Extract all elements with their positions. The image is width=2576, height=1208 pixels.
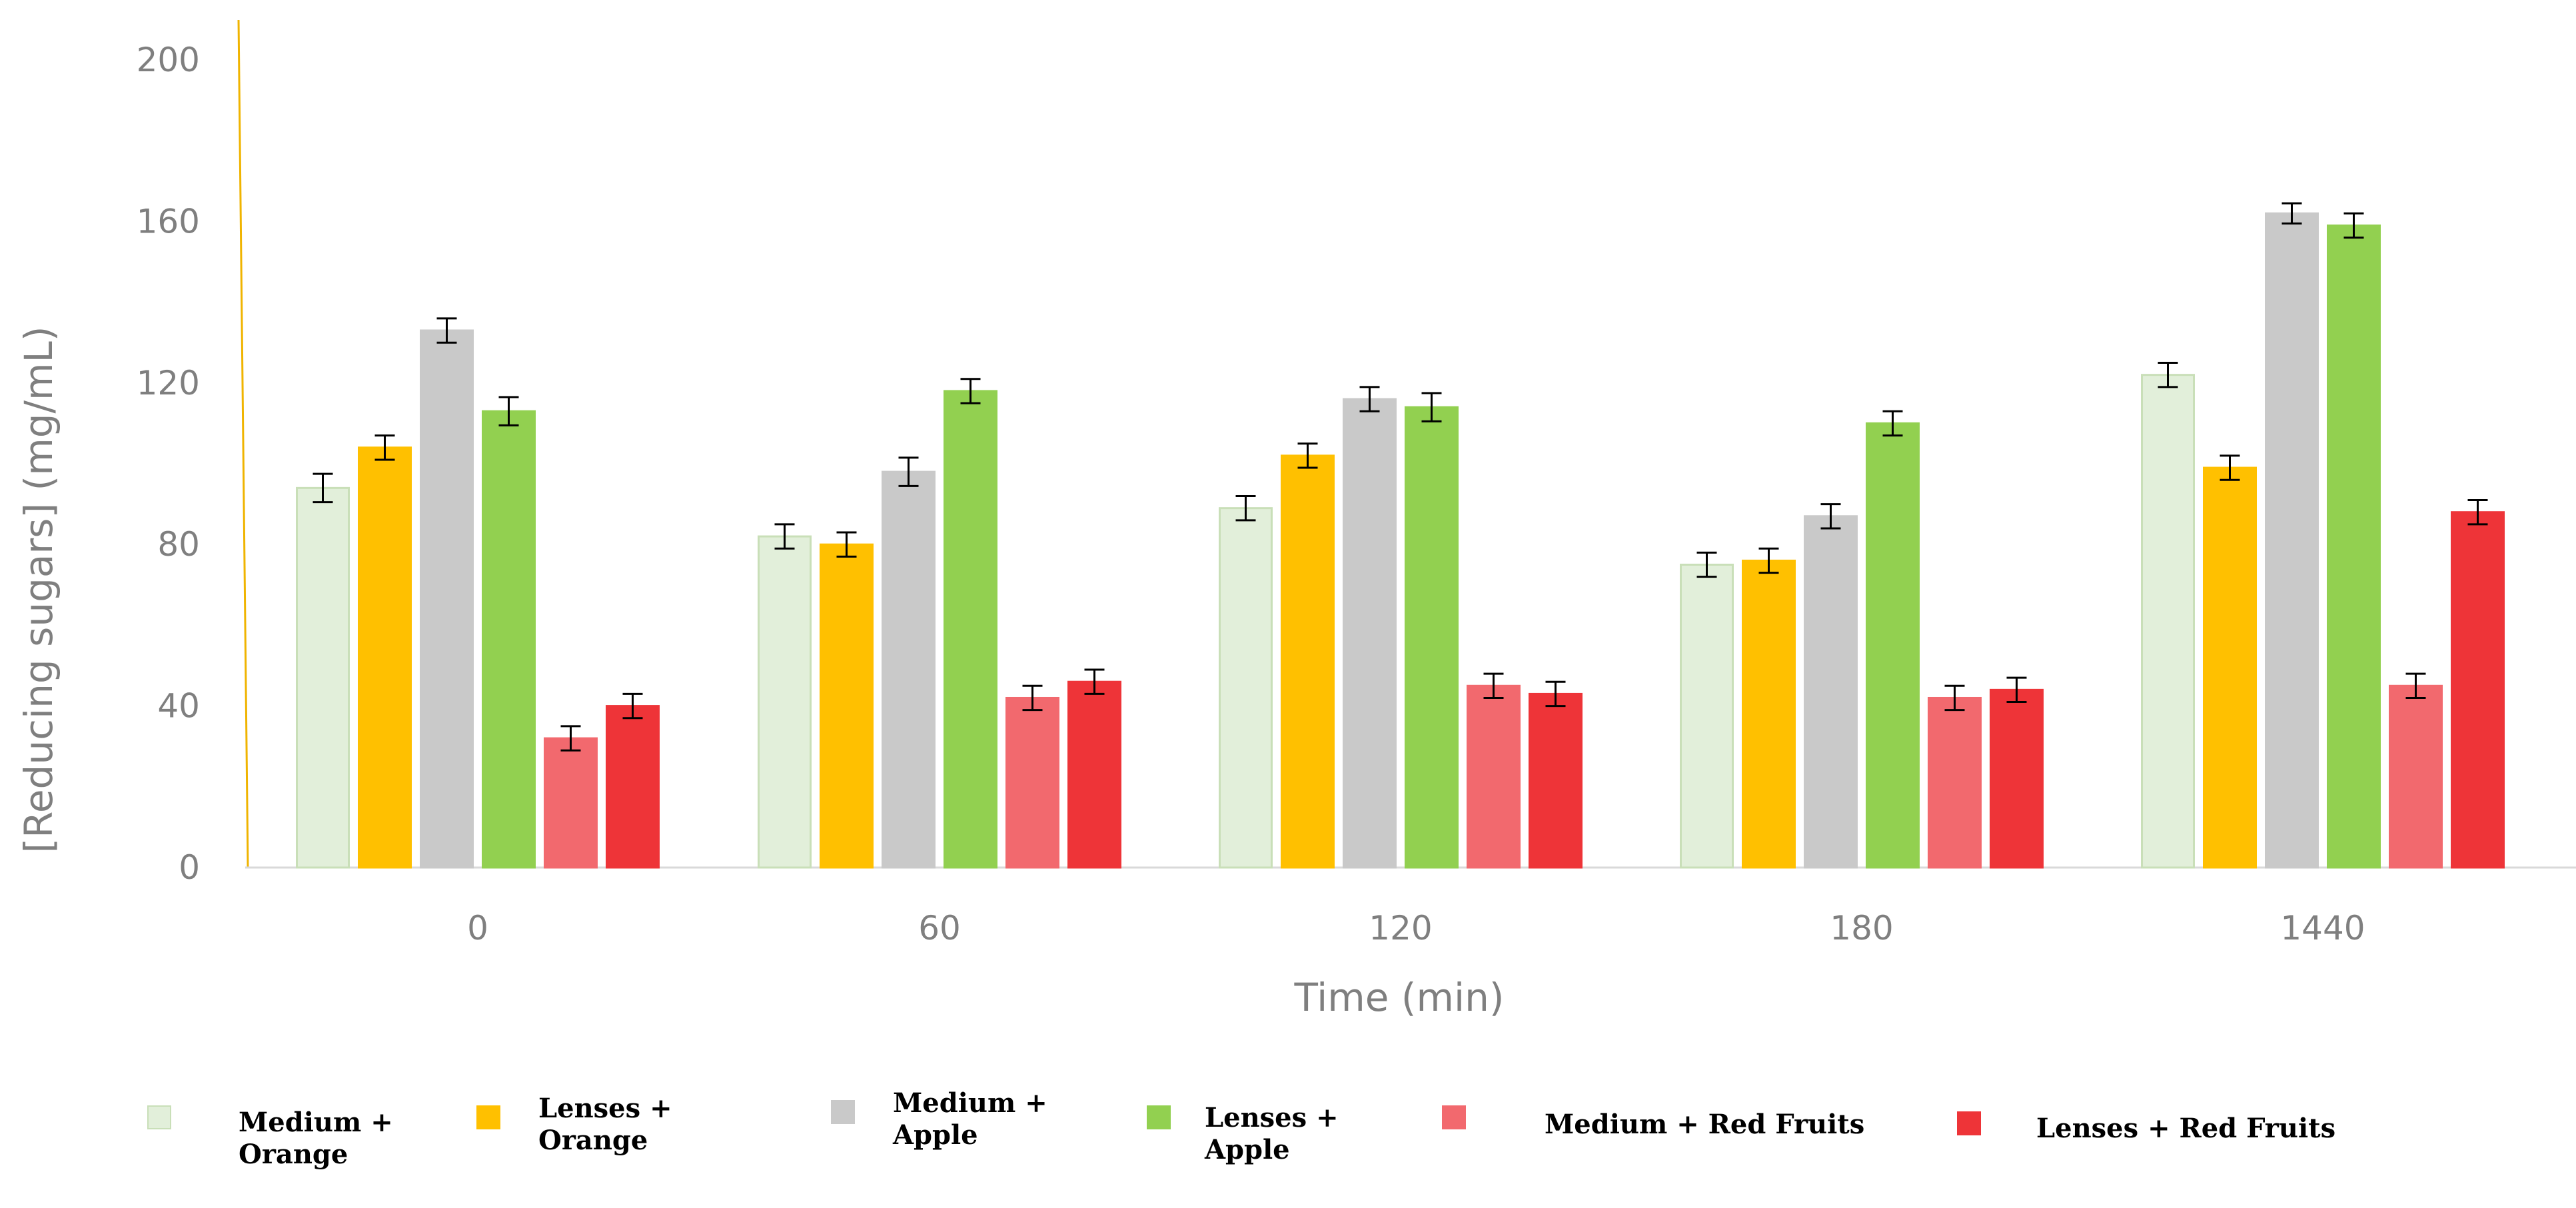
x-tick-label: 180 (1830, 909, 1893, 947)
error-bar (2006, 676, 2027, 704)
error-bar (1944, 684, 1965, 712)
bar (1467, 684, 1521, 869)
y-tick-label: 80 (157, 525, 200, 564)
error-bar (560, 725, 581, 752)
y-axis-title: [Reducing sugars] (mg/mL) (16, 326, 61, 854)
legend-item: Medium + Orange (147, 1105, 393, 1170)
bar (1067, 680, 1121, 869)
error-bar (498, 396, 519, 426)
bar (1990, 688, 2044, 869)
error-bar (622, 692, 643, 720)
legend-item: Lenses + Red Fruits (1957, 1111, 2335, 1144)
bar (1405, 406, 1459, 869)
legend-label: Medium + Orange (239, 1107, 393, 1170)
error-bar (2405, 672, 2426, 699)
y-axis-line (237, 19, 249, 868)
error-bar (2281, 202, 2302, 225)
bars (296, 212, 2505, 869)
error-bar (374, 434, 395, 461)
error-bar (1235, 494, 1256, 522)
error-bar (1297, 442, 1318, 469)
bar (358, 446, 412, 869)
y-tick-label: 0 (179, 848, 200, 887)
bar (544, 737, 598, 869)
legend-label: Medium + Red Fruits (1545, 1109, 1864, 1140)
bar (1005, 696, 1059, 869)
bar (758, 535, 812, 869)
bar (1343, 398, 1397, 869)
bar (1928, 696, 1982, 869)
error-bar (313, 472, 333, 504)
bar (2327, 224, 2381, 869)
bar (1866, 422, 1920, 869)
error-bar (836, 531, 857, 558)
bar (820, 543, 874, 869)
legend-item: Medium + Red Fruits (1442, 1105, 1864, 1140)
bar (2389, 684, 2443, 869)
y-tick-label: 120 (137, 364, 200, 402)
legend-label: Lenses + Apple (1204, 1102, 1339, 1165)
bar (1742, 559, 1796, 869)
error-bar (1084, 668, 1105, 695)
y-tick-label: 200 (137, 41, 200, 79)
y-tick-label: 160 (137, 202, 200, 241)
bar (606, 705, 660, 869)
bar (2141, 374, 2195, 869)
error-bar (436, 317, 457, 344)
legend-label: Lenses + Red Fruits (2036, 1113, 2335, 1144)
error-bar (1820, 503, 1841, 530)
error-bar (1758, 547, 1779, 574)
bar (296, 486, 350, 869)
x-tick-label: 0 (467, 909, 488, 947)
error-bar (898, 456, 919, 487)
error-bars (313, 202, 2488, 752)
legend-swatch (1147, 1105, 1171, 1129)
error-bar (1696, 551, 1717, 578)
bar (420, 329, 474, 869)
legend-label: Lenses + Orange (538, 1093, 672, 1156)
x-tick-label: 60 (918, 909, 961, 947)
error-bar (774, 523, 795, 550)
error-bar (1022, 684, 1043, 712)
legend-label: Medium + Apple (892, 1087, 1047, 1151)
legend-swatch (476, 1105, 500, 1129)
bar (2451, 511, 2505, 869)
x-tick-label: 120 (1369, 909, 1432, 947)
legend-item: Lenses + Apple (1147, 1102, 1339, 1165)
error-bar (1882, 410, 1903, 437)
legend-swatch (1957, 1111, 1981, 1135)
error-bar (2467, 499, 2488, 526)
error-bar (1359, 386, 1380, 412)
y-tick-label: 40 (157, 687, 200, 726)
x-axis-title: Time (min) (1293, 975, 1504, 1020)
legend-swatch (831, 1100, 855, 1124)
legend-item: Lenses + Orange (476, 1093, 672, 1156)
bar (944, 390, 997, 869)
error-bar (960, 378, 981, 404)
bar (1804, 515, 1858, 869)
error-bar (2158, 362, 2178, 388)
bar (1529, 692, 1583, 869)
legend-swatch (147, 1105, 171, 1129)
bar (882, 470, 936, 869)
error-bar (1421, 392, 1442, 422)
y-axis: 0 40 80 120 160 200 (137, 19, 249, 887)
legend: Medium + Orange Lenses + Orange Medium + Appl… (147, 1087, 2335, 1170)
legend-item: Medium + Apple (831, 1087, 1047, 1151)
error-bar (2220, 454, 2240, 481)
bar (1680, 564, 1734, 869)
bar (2265, 212, 2319, 869)
bar (1219, 507, 1273, 869)
x-tick-label: 1440 (2280, 909, 2365, 947)
error-bar (1483, 672, 1504, 699)
error-bar (2343, 212, 2364, 239)
legend-swatch (1442, 1105, 1466, 1129)
error-bar (1545, 680, 1566, 708)
bar (1281, 454, 1335, 869)
bar (2203, 466, 2257, 869)
bar (482, 410, 536, 869)
